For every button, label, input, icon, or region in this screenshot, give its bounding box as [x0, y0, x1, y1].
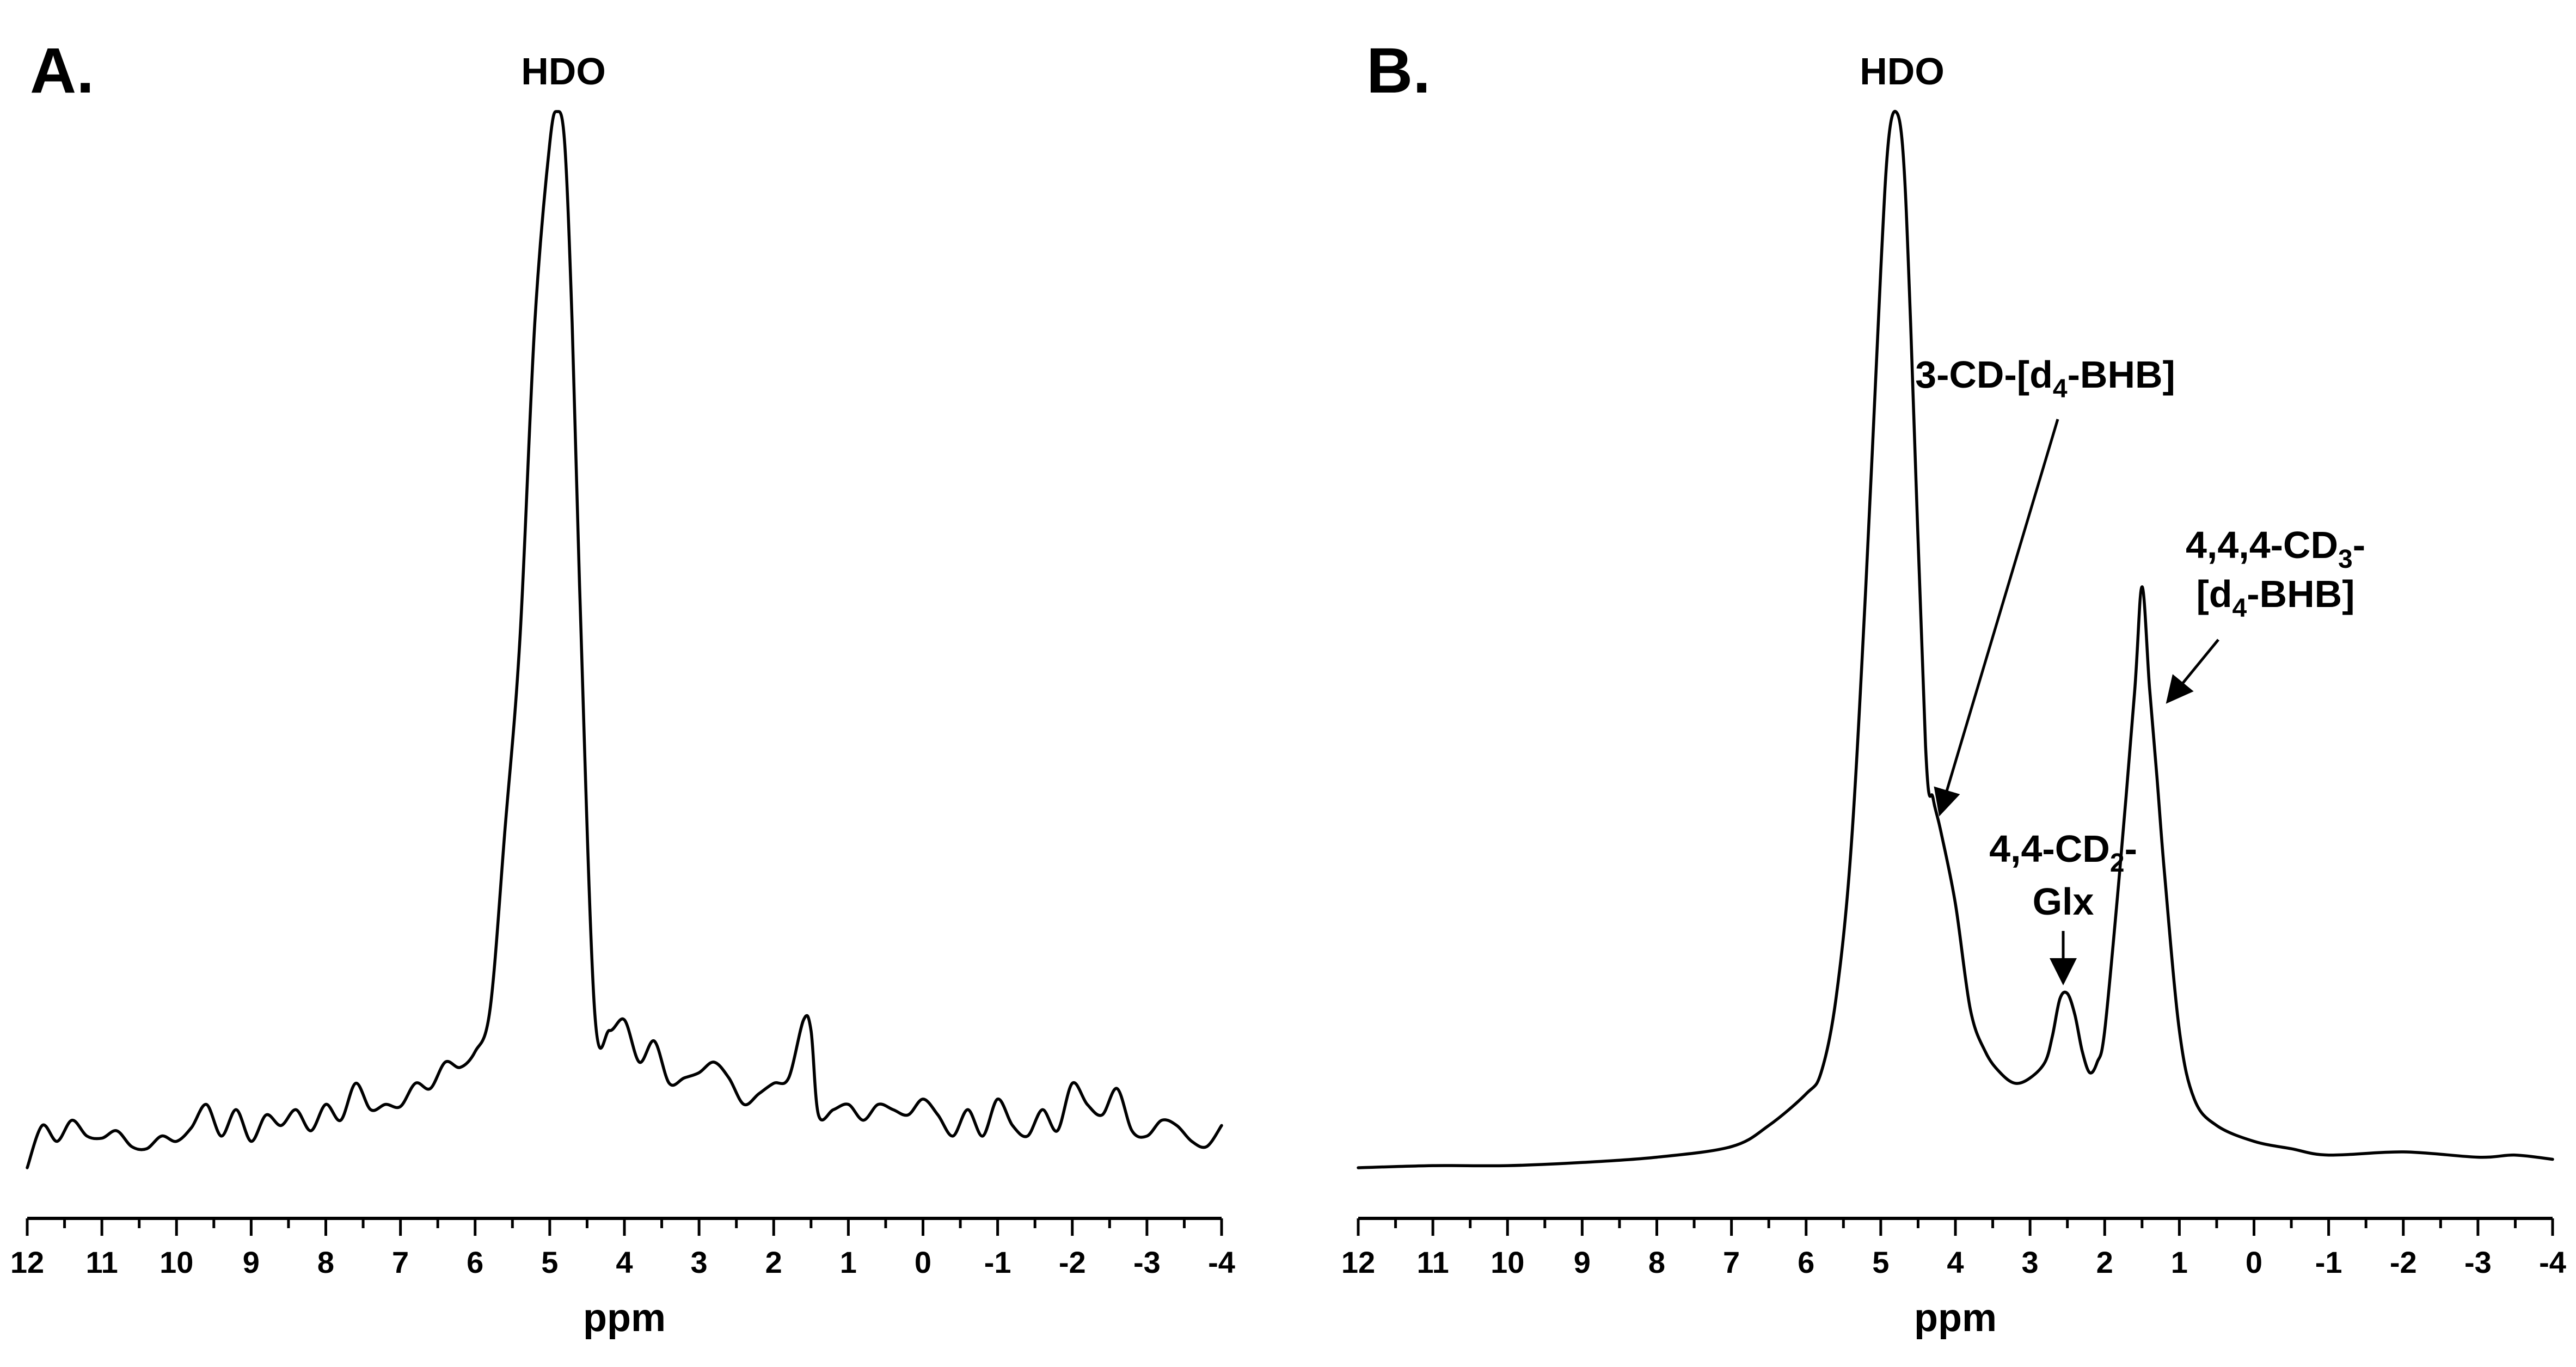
panel-a-tick-label: -3 — [1133, 1245, 1161, 1279]
panel-b: B. HDO 3-CD-[d4-BHB] 4,4-CD2- Glx 4,4,4-… — [1341, 35, 2566, 1340]
panel-a-tick-label: 2 — [765, 1245, 782, 1279]
panel-a-tick-label: 10 — [160, 1245, 193, 1279]
panel-b-tick-label: -1 — [2315, 1245, 2342, 1279]
panel-a-x-axis-title: ppm — [583, 1296, 666, 1340]
panel-a-tick-label: -2 — [1059, 1245, 1086, 1279]
panel-a-tick-label: 8 — [317, 1245, 334, 1279]
bhb3-label: 3-CD-[d4-BHB] — [1915, 353, 2175, 403]
cd3-label2-sub: 4 — [2232, 594, 2247, 623]
cd3-label2-post: -BHB] — [2247, 573, 2354, 615]
bhb3-label-sub: 4 — [2053, 375, 2068, 403]
panel-a-tick-label: 4 — [616, 1245, 633, 1279]
bhb3-arrow — [1934, 419, 2059, 817]
panel-b-spectrum-line — [1357, 109, 2554, 1169]
panel-a-hdo-label: HDO — [521, 50, 606, 93]
panel-a-tick-label: 6 — [467, 1245, 483, 1279]
panel-a-tick-label: 7 — [392, 1245, 409, 1279]
cd3-label-sub: 3 — [2338, 545, 2353, 574]
panel-b-tick-label: 9 — [1574, 1245, 1591, 1279]
panel-b-tick-label: -3 — [2464, 1245, 2492, 1279]
cd3-arrow — [2166, 639, 2219, 704]
panel-b-tick-label: 10 — [1491, 1245, 1524, 1279]
panel-a-spectrum-line — [26, 110, 1223, 1169]
panel-b-tick-label: 7 — [1723, 1245, 1740, 1279]
glx-label-post: - — [2125, 827, 2137, 870]
panel-b-tick-label: -2 — [2390, 1245, 2417, 1279]
panel-a-x-ticks: 12 11 10 9 8 7 6 5 4 3 2 1 0 -1 -2 -3 -4 — [10, 1218, 1235, 1279]
glx-label-line1: 4,4-CD2- — [1989, 827, 2137, 878]
panel-b-tick-label: 11 — [1417, 1245, 1449, 1279]
panel-b-tick-label: 0 — [2246, 1245, 2262, 1279]
panel-b-x-axis-title: ppm — [1914, 1296, 1997, 1340]
panel-b-tick-label: 2 — [2096, 1245, 2113, 1279]
panel-a: A. HDO 12 11 10 9 8 7 6 5 4 3 2 1 0 -1 -2 -3 -4 ppm — [10, 35, 1235, 1340]
glx-label-line2: Glx — [2033, 880, 2094, 923]
panel-b-tick-label: 12 — [1341, 1245, 1375, 1279]
panel-b-tick-label: 3 — [2022, 1245, 2039, 1279]
panel-b-hdo-label: HDO — [1860, 50, 1945, 93]
panel-b-label: B. — [1366, 35, 1431, 107]
cd3-label-line1: 4,4,4-CD3- — [2186, 524, 2365, 574]
panel-a-tick-label: 12 — [10, 1245, 44, 1279]
panel-b-tick-label: -4 — [2539, 1245, 2566, 1279]
panel-a-label: A. — [30, 35, 94, 107]
panel-a-tick-label: 0 — [915, 1245, 931, 1279]
panel-b-tick-label: 5 — [1872, 1245, 1889, 1279]
panel-a-tick-label: 5 — [541, 1245, 558, 1279]
panel-a-tick-label: 1 — [840, 1245, 857, 1279]
panel-b-tick-label: 1 — [2171, 1245, 2188, 1279]
panel-a-tick-label: -1 — [984, 1245, 1011, 1279]
cd3-label-line2: [d4-BHB] — [2196, 573, 2354, 623]
panel-b-tick-label: 8 — [1648, 1245, 1665, 1279]
panel-b-x-ticks: 12 11 10 9 8 7 6 5 4 3 2 1 0 -1 -2 -3 -4 — [1341, 1218, 2566, 1279]
panel-b-tick-label: 4 — [1947, 1245, 1964, 1279]
panel-a-tick-label: 3 — [691, 1245, 708, 1279]
panel-b-tick-label: 6 — [1798, 1245, 1814, 1279]
glx-label-pre: 4,4-CD — [1989, 827, 2110, 870]
cd3-label-post: - — [2353, 524, 2365, 566]
panel-a-tick-label: 11 — [86, 1245, 118, 1279]
bhb3-label-pre: 3-CD-[d — [1915, 353, 2053, 396]
cd3-label2-pre: [d — [2196, 573, 2232, 615]
panel-a-tick-label: -4 — [1208, 1245, 1235, 1279]
panel-a-tick-label: 9 — [243, 1245, 260, 1279]
cd3-label-pre: 4,4,4-CD — [2186, 524, 2338, 566]
glx-label-sub: 2 — [2110, 849, 2125, 878]
bhb3-label-post: -BHB] — [2068, 353, 2175, 396]
